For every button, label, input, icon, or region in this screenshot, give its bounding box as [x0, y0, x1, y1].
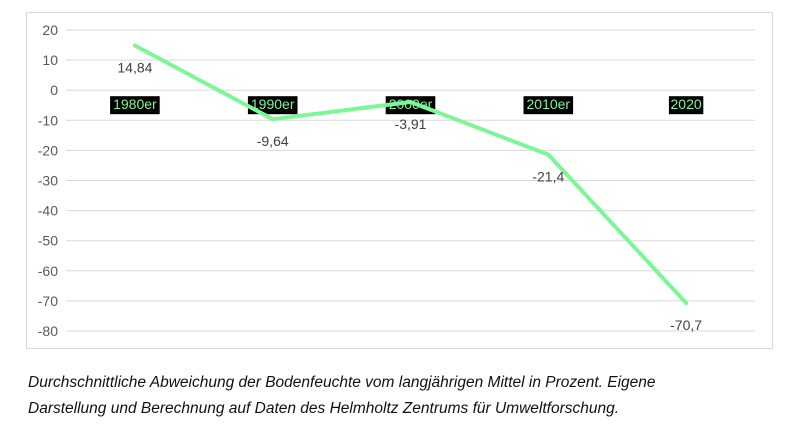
category-label: 1980er	[113, 96, 157, 112]
data-point	[132, 43, 137, 48]
y-tick-label: -70	[38, 293, 58, 309]
y-tick-label: 20	[42, 22, 58, 38]
data-labels: 14,84 -9,64 -3,91 -21,4 -70,7	[117, 60, 702, 333]
category-label-background	[668, 96, 704, 115]
gridlines	[66, 29, 755, 332]
figure-caption-line-2: Darstellung und Berechnung auf Daten des…	[28, 400, 620, 417]
y-tick-label: -50	[38, 233, 58, 249]
category-label-background	[385, 96, 436, 115]
data-label: -3,91	[395, 116, 427, 132]
y-tick-label: -60	[38, 263, 58, 279]
y-axis-tick-labels: 20 10 0 -10 -20 -30 -40 -50 -60 -70 -80	[38, 22, 58, 339]
data-label: -70,7	[670, 317, 702, 333]
category-label: 2020	[671, 96, 702, 112]
category-label: 2010er	[527, 96, 571, 112]
category-labels: 1980er 1990er 2000er 2010er 2020	[110, 96, 704, 115]
series-line	[132, 43, 689, 305]
figure-caption-line-1: Durchschnittliche Abweichung der Bodenfe…	[28, 374, 656, 391]
data-label: -21,4	[532, 169, 564, 185]
category-label-background	[523, 96, 574, 115]
y-tick-label: 0	[50, 82, 58, 98]
data-point	[270, 117, 275, 122]
line-chart: 20 10 0 -10 -20 -30 -40 -50 -60 -70 -80 1980er 1990…	[38, 22, 755, 339]
y-tick-label: -30	[38, 173, 58, 189]
category-label-background	[110, 96, 160, 115]
category-label: 1990er	[251, 96, 295, 112]
data-point	[546, 152, 551, 157]
data-label: 14,84	[117, 60, 152, 76]
category-label-background	[247, 96, 298, 115]
y-tick-label: -10	[38, 112, 58, 128]
data-point	[684, 301, 689, 306]
series-line-layer	[132, 43, 689, 306]
y-tick-label: -80	[38, 323, 58, 339]
y-tick-label: -40	[38, 203, 58, 219]
data-label: -9,64	[257, 133, 289, 149]
data-point	[408, 99, 413, 104]
y-tick-label: 10	[42, 52, 58, 68]
y-tick-label: -20	[38, 142, 58, 158]
